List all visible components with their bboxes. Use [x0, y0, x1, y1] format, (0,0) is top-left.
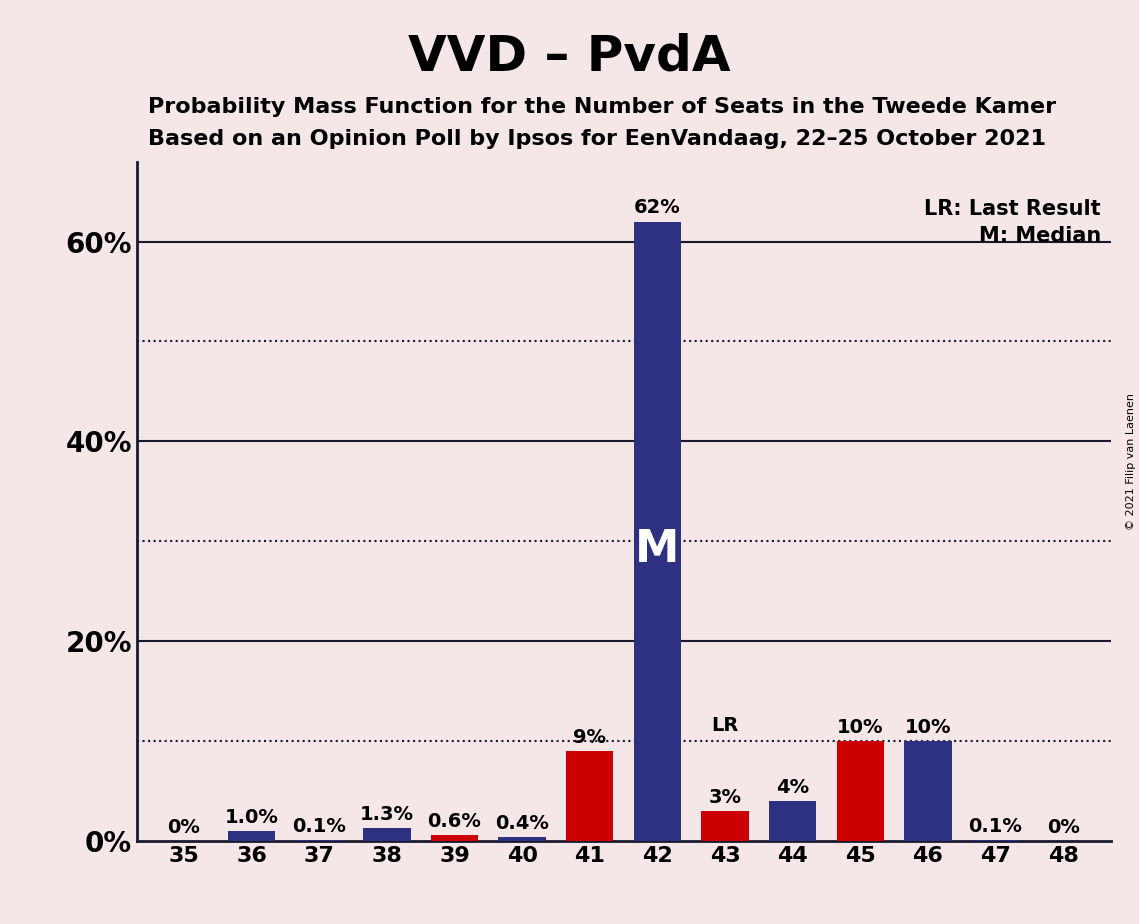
Text: 0.6%: 0.6% [427, 812, 482, 831]
Text: 9%: 9% [573, 728, 606, 747]
Bar [633, 222, 681, 841]
Bar [431, 835, 478, 841]
Text: 10%: 10% [904, 718, 951, 737]
Text: Probability Mass Function for the Number of Seats in the Tweede Kamer: Probability Mass Function for the Number… [148, 97, 1056, 117]
Bar [837, 741, 884, 841]
Bar [972, 840, 1019, 841]
Text: 0.1%: 0.1% [968, 817, 1023, 836]
Text: 0%: 0% [1047, 818, 1080, 837]
Text: 3%: 3% [708, 788, 741, 807]
Bar [702, 811, 748, 841]
Text: © 2021 Filip van Laenen: © 2021 Filip van Laenen [1126, 394, 1136, 530]
Text: Based on an Opinion Poll by Ipsos for EenVandaag, 22–25 October 2021: Based on an Opinion Poll by Ipsos for Ee… [148, 129, 1046, 150]
Text: LR: LR [712, 716, 739, 735]
Text: 4%: 4% [776, 778, 809, 796]
Text: 1.3%: 1.3% [360, 805, 413, 824]
Bar [566, 751, 614, 841]
Bar [769, 801, 817, 841]
Text: M: Median: M: Median [978, 226, 1100, 246]
Text: LR: Last Result: LR: Last Result [924, 199, 1100, 219]
Text: M: M [636, 529, 680, 571]
Text: 10%: 10% [837, 718, 884, 737]
Bar [499, 837, 546, 841]
Text: 62%: 62% [634, 198, 681, 216]
Bar [363, 828, 410, 841]
Text: 0.1%: 0.1% [293, 817, 346, 836]
Bar [296, 840, 343, 841]
Bar [228, 831, 276, 841]
Text: VVD – PvdA: VVD – PvdA [408, 32, 731, 80]
Text: 0.4%: 0.4% [495, 814, 549, 833]
Text: 1.0%: 1.0% [224, 808, 279, 827]
Text: 0%: 0% [167, 818, 200, 837]
Bar [904, 741, 951, 841]
